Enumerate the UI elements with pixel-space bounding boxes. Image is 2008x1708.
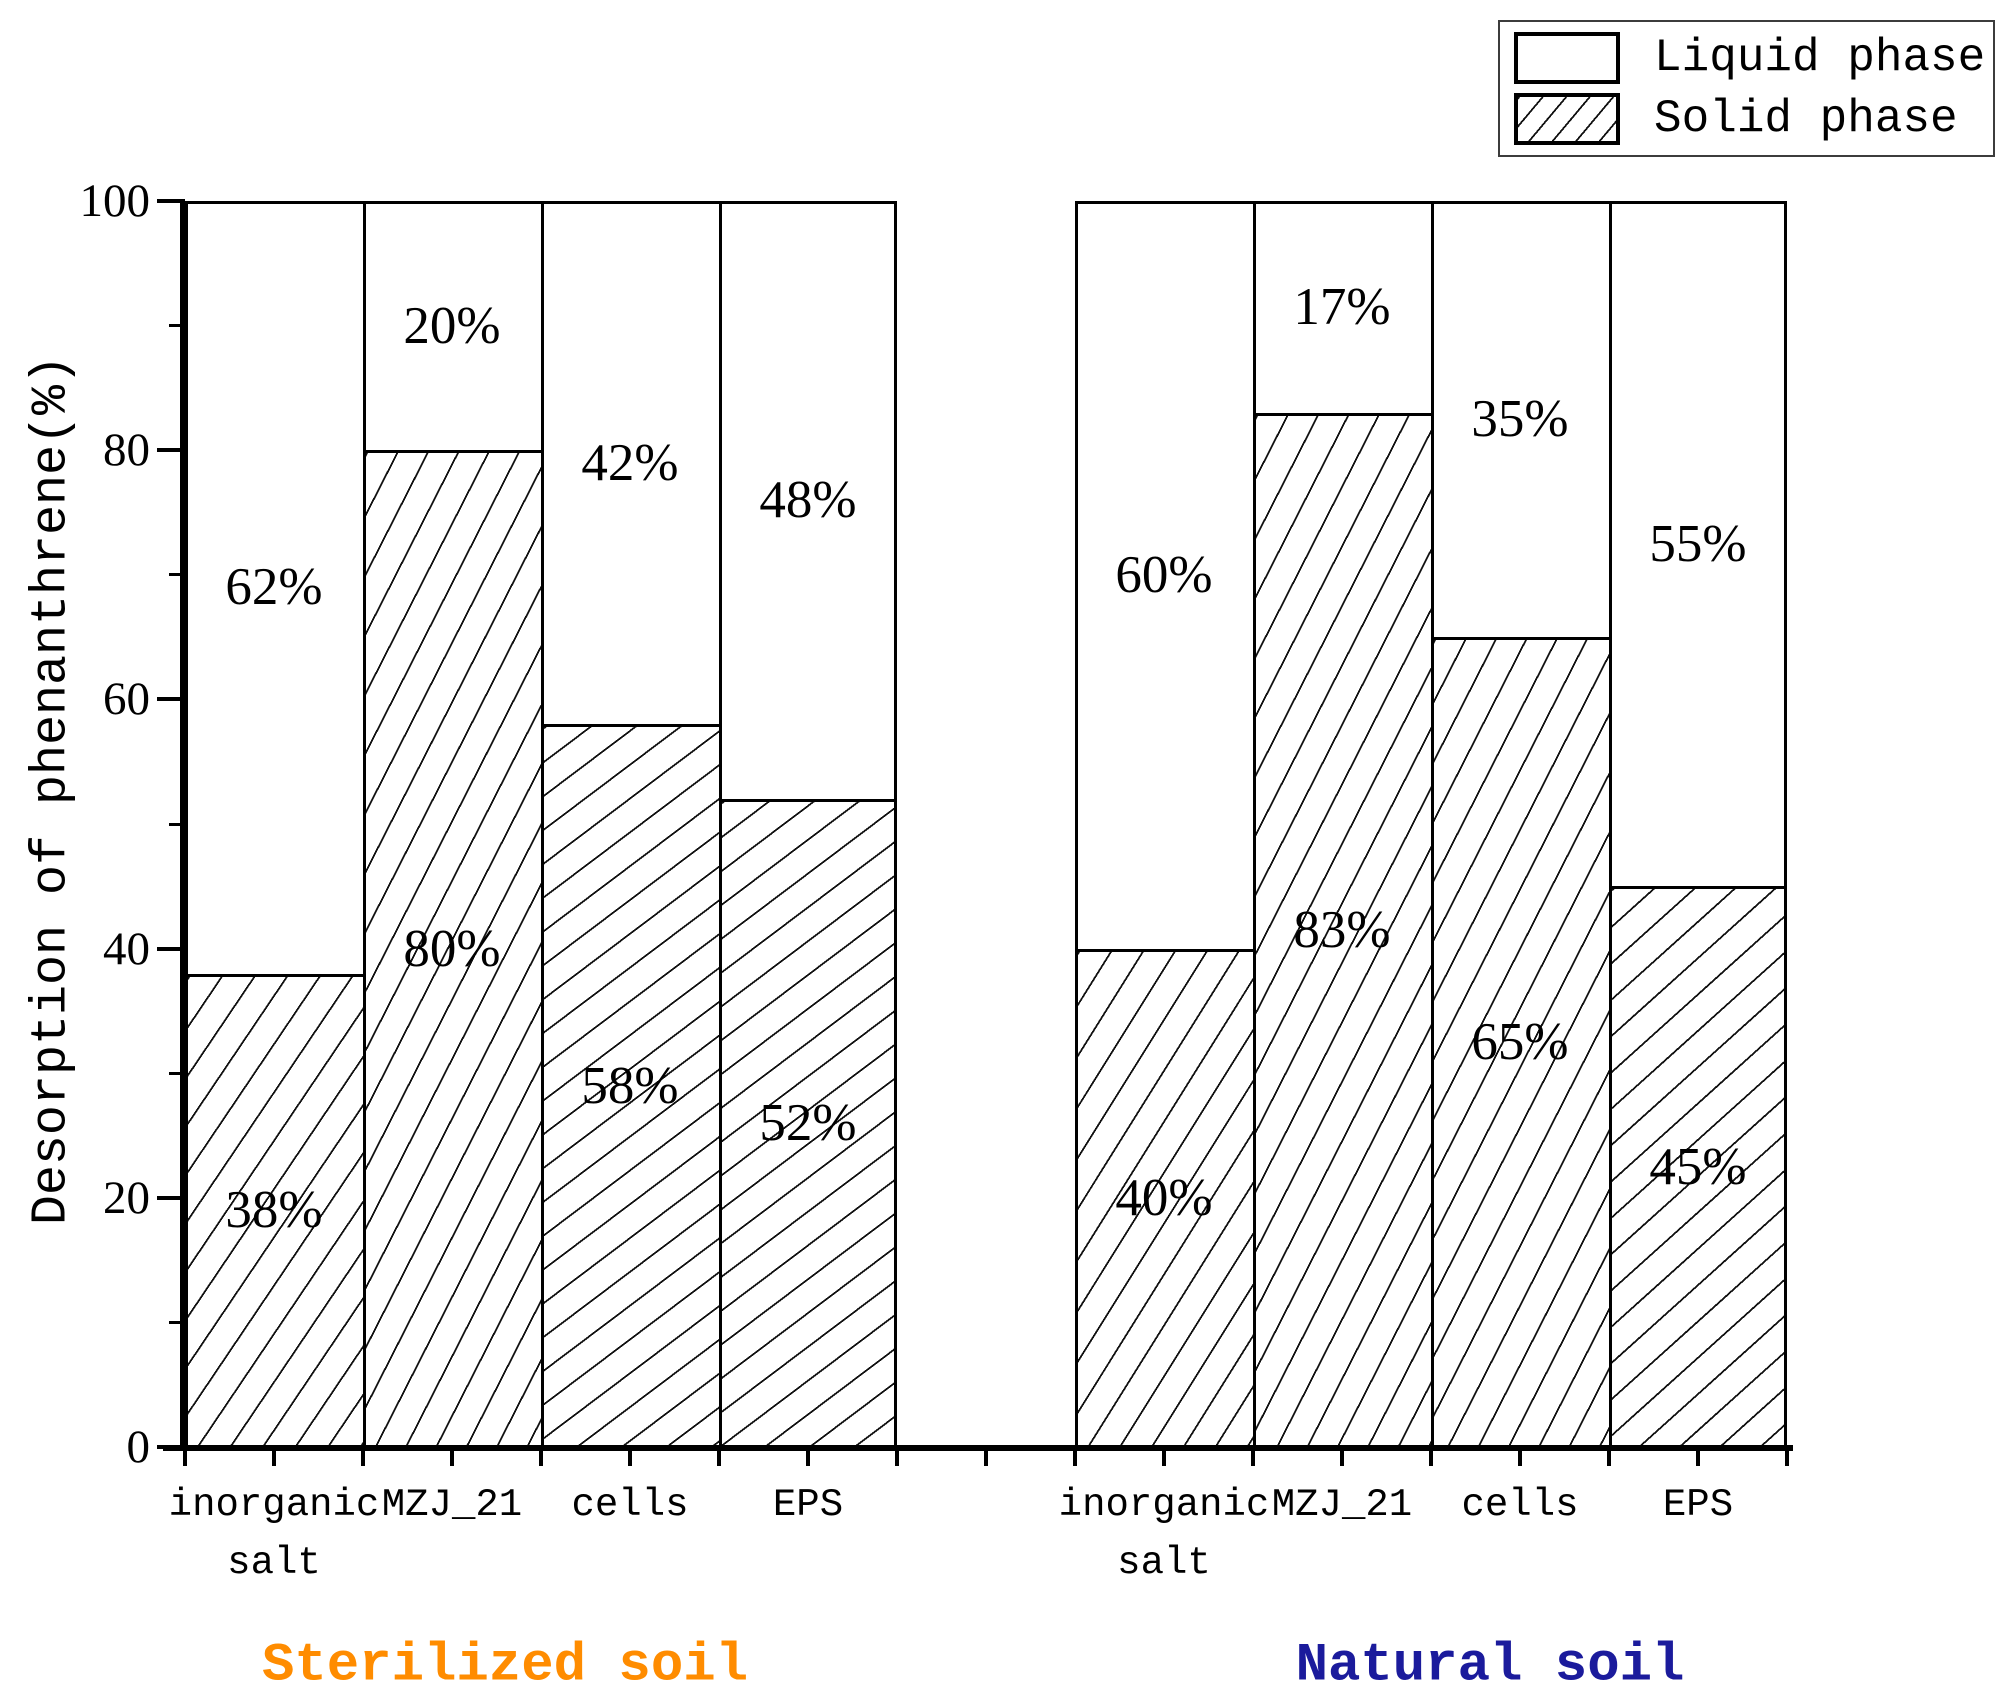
value-label-solid: 52% xyxy=(759,1094,857,1153)
bar-sterilized-mzj-21 xyxy=(363,201,541,1447)
bar-natural-mzj-21 xyxy=(1253,201,1431,1447)
y-minor-tick xyxy=(169,573,183,577)
y-tick-label: 60 xyxy=(103,673,150,726)
x-tick-label: cells xyxy=(1461,1483,1579,1527)
value-label-solid: 40% xyxy=(1115,1168,1213,1227)
x-tick xyxy=(183,1449,187,1466)
value-label-solid: 45% xyxy=(1649,1137,1747,1196)
y-minor-tick xyxy=(169,1071,183,1075)
x-tick xyxy=(1073,1449,1077,1466)
group-label: Sterilized soil xyxy=(261,1635,749,1697)
value-label-liquid: 17% xyxy=(1293,277,1391,336)
value-label-liquid: 42% xyxy=(581,433,679,492)
x-tick xyxy=(272,1449,276,1466)
value-label-solid: 65% xyxy=(1471,1013,1569,1072)
y-major-tick xyxy=(157,199,183,203)
y-major-tick xyxy=(157,946,183,951)
solid-segment xyxy=(544,724,719,1447)
y-minor-tick xyxy=(169,1320,183,1324)
y-major-tick xyxy=(157,1195,183,1200)
x-tick xyxy=(1251,1449,1255,1466)
value-label-solid: 80% xyxy=(403,919,501,978)
x-tick xyxy=(1518,1449,1522,1466)
x-tick xyxy=(717,1449,721,1466)
y-minor-tick xyxy=(169,822,183,826)
solid-segment xyxy=(722,799,894,1447)
y-tick-label: 100 xyxy=(79,175,151,227)
value-label-liquid: 60% xyxy=(1115,545,1213,604)
x-tick xyxy=(539,1449,543,1466)
value-label-solid: 38% xyxy=(225,1181,323,1240)
value-label-liquid: 48% xyxy=(759,471,857,530)
value-label-liquid: 62% xyxy=(225,558,323,617)
bar-natural-cells xyxy=(1431,201,1609,1447)
y-major-tick xyxy=(157,697,183,702)
x-tick xyxy=(628,1449,632,1466)
x-tick-label: EPS xyxy=(772,1483,844,1527)
x-tick xyxy=(1785,1449,1789,1466)
solid-segment xyxy=(1256,412,1431,1447)
bar-natural-inorganic-salt xyxy=(1075,201,1253,1447)
x-tick-label: MZJ_21 xyxy=(1271,1483,1413,1527)
y-major-tick xyxy=(157,448,183,453)
legend-label-solid-phase: Solid phase xyxy=(1654,93,1958,145)
x-tick xyxy=(1429,1449,1433,1466)
x-tick xyxy=(1607,1449,1611,1466)
x-tick xyxy=(450,1449,454,1466)
value-label-solid: 83% xyxy=(1293,900,1391,959)
bar-sterilized-inorganic-salt xyxy=(185,201,363,1447)
x-tick xyxy=(806,1449,810,1466)
y-tick-label: 20 xyxy=(103,1171,150,1224)
y-tick-label: 80 xyxy=(103,424,150,477)
x-tick xyxy=(1162,1449,1166,1466)
legend-item-liquid-phase: Liquid phase xyxy=(1514,32,1985,84)
legend-item-solid-phase: Solid phase xyxy=(1514,93,1979,145)
value-label-liquid: 35% xyxy=(1471,390,1569,449)
value-label-liquid: 55% xyxy=(1649,514,1747,573)
legend-swatch-liquid-phase xyxy=(1514,32,1620,84)
legend: Liquid phase Solid phase xyxy=(1498,20,1995,157)
solid-segment xyxy=(366,450,541,1447)
x-tick-label: inorganic salt xyxy=(1058,1483,1270,1585)
bar-sterilized-cells xyxy=(541,201,719,1447)
y-minor-tick xyxy=(169,324,183,328)
solid-segment xyxy=(1078,948,1253,1447)
x-tick xyxy=(361,1449,365,1466)
solid-segment xyxy=(1612,886,1784,1447)
bar-sterilized-eps xyxy=(719,201,897,1447)
x-tick-label: cells xyxy=(571,1483,689,1527)
y-tick-label: 0 xyxy=(126,1421,151,1473)
value-label-liquid: 20% xyxy=(403,296,501,355)
x-tick-label: inorganic salt xyxy=(168,1483,380,1585)
y-tick-label: 40 xyxy=(103,922,150,975)
legend-swatch-solid-phase xyxy=(1514,93,1620,145)
x-tick xyxy=(984,1449,988,1466)
x-tick-label: MZJ_21 xyxy=(381,1483,523,1527)
bar-natural-eps xyxy=(1609,201,1787,1447)
group-label: Natural soil xyxy=(1295,1635,1685,1697)
y-axis-title: Desorption of phenanthrene(%) xyxy=(23,354,81,1226)
value-label-solid: 58% xyxy=(581,1056,679,1115)
legend-label-liquid-phase: Liquid phase xyxy=(1654,32,1986,84)
solid-segment xyxy=(188,973,363,1447)
x-tick xyxy=(1340,1449,1344,1466)
x-tick xyxy=(1696,1449,1700,1466)
y-axis-line xyxy=(180,199,185,1451)
solid-segment xyxy=(1434,637,1609,1447)
x-tick-label: EPS xyxy=(1662,1483,1734,1527)
x-axis-line xyxy=(163,1445,1793,1451)
x-tick xyxy=(895,1449,899,1466)
